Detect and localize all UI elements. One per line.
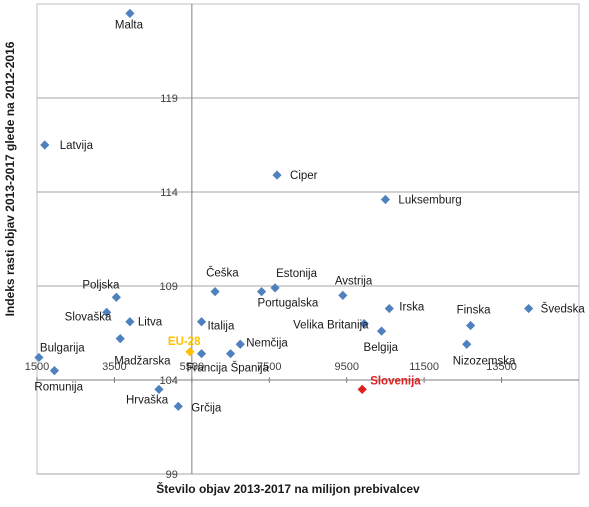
point-label-finska: Finska [457,304,491,316]
x-tick-label: 9500 [334,361,358,373]
point-finska [466,320,476,331]
point-label-bulgarija: Bulgarija [40,342,85,354]
point-belgija [376,326,387,336]
axes: 99 104 109 114 119 1500 3500 5500 7500 9500 11500 1… [25,4,579,481]
y-tick-label: 119 [160,93,178,105]
point-label-irska: Irska [399,302,425,314]
point-label-slovenija: Slovenija [370,375,421,387]
point-label-italija: Italija [208,321,235,333]
point-eu-28 [185,347,195,357]
point-label-ciper: Ciper [290,170,318,182]
point-ciper [272,170,282,180]
y-tick-label: 99 [166,469,178,481]
point-label-francija: Francija [187,363,229,375]
point-italija [196,317,207,327]
point-avstrija [338,290,348,300]
point-mad-arska [115,334,125,344]
y-axis-title: Indeks rasti objav 2013-2017 glede na 20… [3,41,17,316]
x-tick-label: 5500 [180,361,204,373]
point-panija [225,349,236,359]
point-label-eu-28: EU-28 [168,336,201,348]
x-tick-label: 11500 [409,361,439,373]
plot-area-border [36,3,580,475]
point-label-belgija: Belgija [364,342,399,354]
point-label-luksemburg: Luksemburg [398,195,461,207]
x-tick-label: 13500 [486,361,517,373]
x-tick-label: 7500 [257,361,281,373]
point-label-vedska: Švedska [541,303,586,316]
point-label-e-ka: Češka [206,267,239,280]
point-slova-ka [102,307,112,317]
point-label-portugalska: Portugalska [258,298,319,310]
y-tick-label: 114 [160,187,178,199]
point-nem-ija [235,339,245,349]
point-francija [196,349,207,359]
point-label-nem-ija: Nemčija [246,337,288,349]
point-label-nizozemska: Nizozemska [453,355,516,367]
point-label-gr-ija: Grčija [191,402,222,414]
point-label-litva: Litva [138,317,163,329]
point-litva [125,317,135,327]
point-label-poljska: Poljska [82,279,120,291]
y-tick-label: 109 [159,281,177,293]
point-label-latvija: Latvija [60,140,94,152]
point-portugalska [256,287,267,297]
point-malta [125,8,135,18]
data-points [34,8,534,411]
point-label-slova-ka: Slovaška [65,311,112,323]
point-label-romunija: Romunija [34,382,83,394]
point-label-avstrija: Avstrija [335,275,373,287]
gridlines [36,3,580,475]
point-nizozemska [462,339,472,349]
point-latvija [40,140,50,150]
point-label-mad-arska: Madžarska [114,356,171,368]
point-label-hrva-ka: Hrvaška [126,394,169,406]
point-label-malta: Malta [115,19,144,31]
point-label-velika-britanija: Velika Britanija [293,320,369,332]
point-label-estonija: Estonija [276,268,318,280]
point-gr-ija [173,401,183,411]
data-labels: Malta Latvija Ciper Luksemburg Češka Estonija… [34,19,585,414]
point-e-ka [210,287,220,297]
point-velika-britanija [359,319,369,329]
point-bulgarija [34,352,44,363]
point-vedska [524,303,534,314]
point-romunija [49,366,60,376]
x-tick-label: 1500 [25,361,49,373]
point-luksemburg [380,194,391,205]
x-axis-title: Število objav 2013-2017 na milijon prebi… [156,481,420,496]
point-estonija [270,283,280,293]
y-tick-label: 104 [159,375,177,387]
point-hrva-ka [154,384,164,394]
point-poljska [111,292,121,302]
point-slovenija [357,384,367,394]
x-tick-label: 3500 [102,361,126,373]
point-irska [384,303,394,314]
point-label-panija: Španija [231,362,270,375]
